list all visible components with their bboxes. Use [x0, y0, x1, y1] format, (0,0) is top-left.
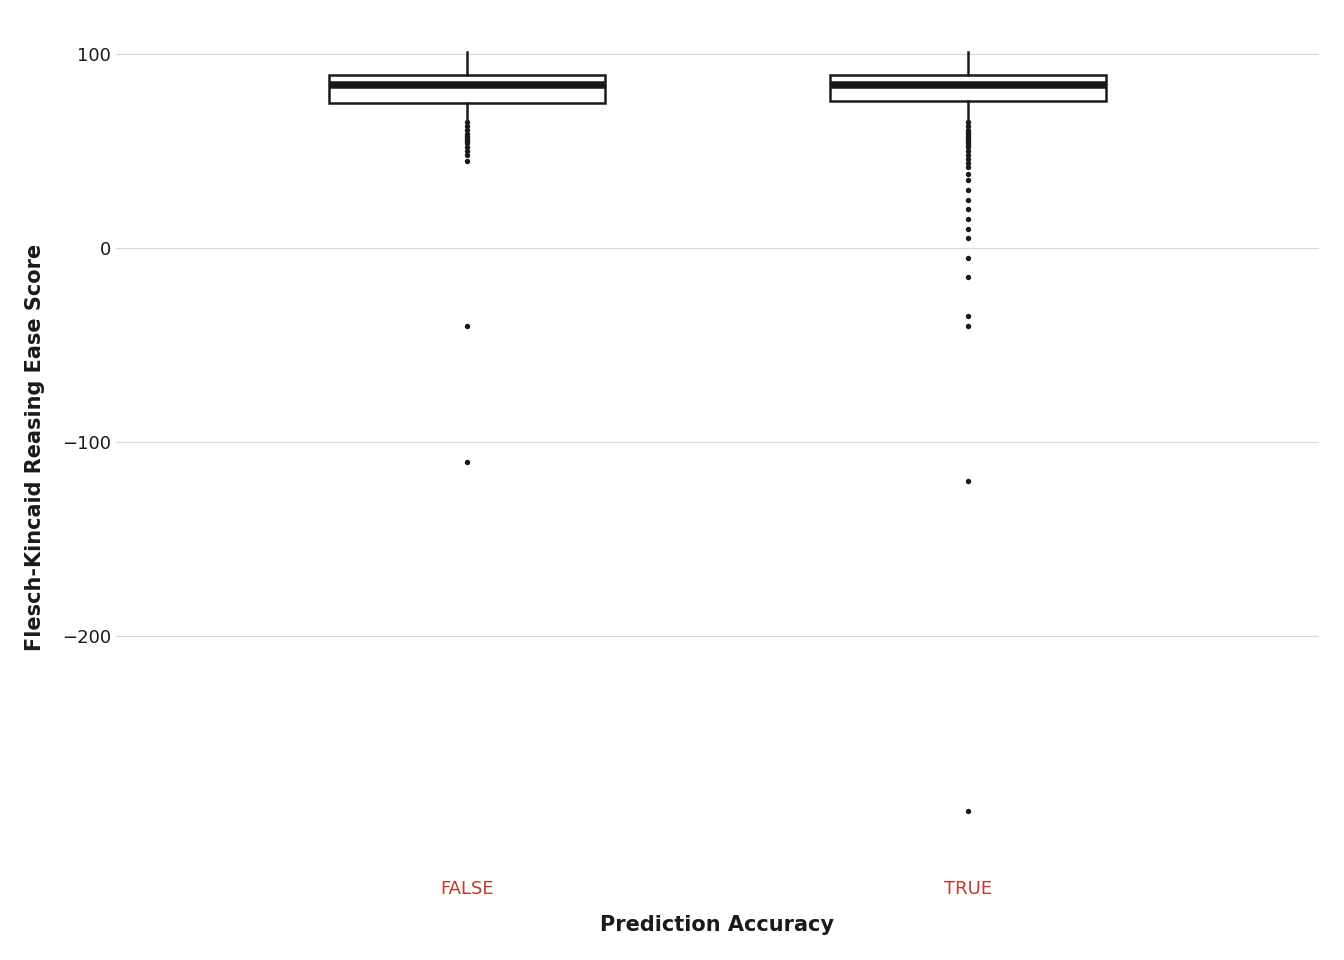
Point	[957, 192, 978, 207]
Bar	[329, 76, 605, 103]
Point	[957, 152, 978, 167]
Point	[957, 230, 978, 246]
Point	[957, 114, 978, 130]
Point	[957, 122, 978, 137]
Point	[456, 132, 477, 147]
Point	[957, 167, 978, 182]
Point	[957, 159, 978, 175]
Point	[957, 221, 978, 236]
X-axis label: Prediction Accuracy: Prediction Accuracy	[601, 915, 835, 935]
Point	[456, 139, 477, 155]
Point	[957, 126, 978, 141]
Point	[456, 126, 477, 141]
Point	[957, 135, 978, 151]
Point	[957, 133, 978, 149]
Point	[957, 130, 978, 145]
Bar	[831, 76, 1106, 101]
Point	[456, 128, 477, 143]
Point	[957, 137, 978, 153]
Point	[456, 318, 477, 333]
Point	[957, 473, 978, 489]
Point	[957, 173, 978, 188]
Point	[957, 251, 978, 266]
Point	[957, 132, 978, 147]
Point	[456, 135, 477, 151]
Point	[456, 454, 477, 469]
Point	[456, 130, 477, 145]
Point	[456, 143, 477, 158]
Point	[456, 133, 477, 149]
Point	[957, 318, 978, 333]
Point	[456, 122, 477, 137]
Point	[957, 202, 978, 217]
Point	[957, 118, 978, 133]
Point	[957, 143, 978, 158]
Point	[957, 128, 978, 143]
Y-axis label: Flesch-Kincaid Reasing Ease Score: Flesch-Kincaid Reasing Ease Score	[26, 244, 44, 651]
Point	[957, 182, 978, 198]
Point	[957, 156, 978, 171]
Point	[957, 211, 978, 227]
Point	[456, 118, 477, 133]
Point	[456, 154, 477, 169]
Point	[957, 804, 978, 819]
Point	[456, 114, 477, 130]
Point	[957, 147, 978, 162]
Point	[957, 124, 978, 139]
Point	[957, 270, 978, 285]
Point	[957, 139, 978, 155]
Point	[957, 308, 978, 324]
Point	[456, 147, 477, 162]
